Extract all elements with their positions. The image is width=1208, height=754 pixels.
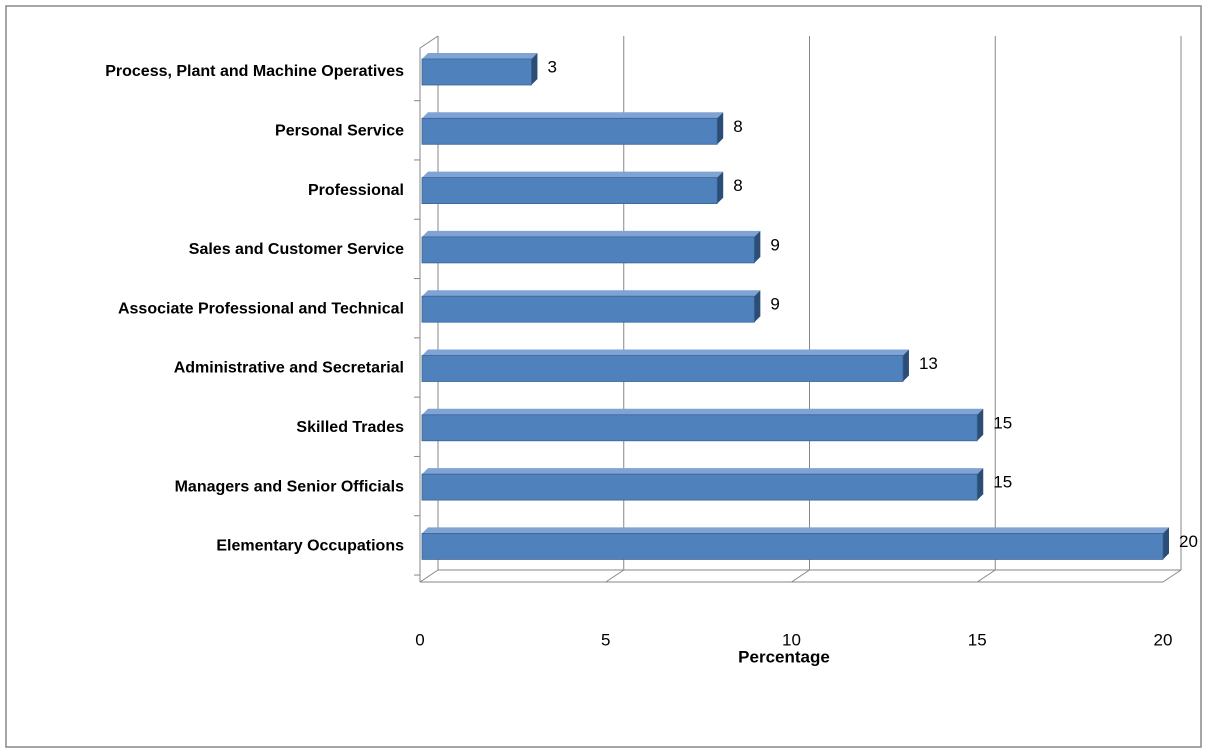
category-label: Administrative and Secretarial [174,360,404,377]
data-label: 9 [770,235,779,254]
floor-grid-line [419,569,439,583]
bar [421,117,718,145]
bar-end [754,230,761,263]
data-label: 8 [733,117,742,136]
data-label: 8 [733,176,742,195]
bar-end [1163,527,1169,560]
bar-end [977,408,984,441]
bar-end [717,112,724,145]
data-label: 13 [919,354,938,373]
bar-top [422,290,761,297]
bar-top [422,408,984,415]
bar-top [422,468,984,475]
floor-grid-line [791,569,810,583]
bar-top [422,349,909,356]
bar-end [717,171,724,204]
category-label: Sales and Customer Service [189,241,404,258]
category-label: Professional [308,182,404,199]
x-tick-label: 15 [968,630,987,649]
bar [421,177,718,205]
bar-top [422,53,538,59]
bar [421,473,978,501]
bar [421,355,904,382]
bar-end [902,349,909,382]
bar-top [422,230,761,237]
category-label: Associate Professional and Technical [118,300,404,317]
bar-end [977,468,984,501]
bar-top [422,112,724,119]
x-tick-label: 10 [782,630,801,649]
bar [421,236,755,264]
floor-grid-line [1162,569,1182,583]
x-tick-label: 0 [415,630,424,649]
x-tick-label: 5 [601,630,610,649]
data-label: 15 [993,413,1012,432]
category-label: Skilled Trades [296,419,404,436]
x-tick-label: 20 [1154,630,1173,649]
data-label: 3 [547,57,556,76]
left-wall-top [419,35,439,49]
data-label: 20 [1179,532,1198,551]
bar-end [754,290,761,323]
data-label: 15 [993,473,1012,492]
category-label: Managers and Senior Officials [175,478,405,495]
bar [421,533,1164,560]
category-label: Process, Plant and Machine Operatives [105,63,404,80]
bar [421,295,755,323]
bar-top [422,171,724,178]
data-label: 9 [770,295,779,314]
x-axis-label: Percentage [738,647,830,666]
bar-end [531,53,538,85]
bar [421,414,978,442]
category-label: Personal Service [275,123,404,140]
bar [421,58,532,86]
bar-top [422,527,1169,534]
floor-grid-line [605,569,625,583]
category-label: Elementary Occupations [216,538,404,555]
floor-grid-line [976,569,996,583]
